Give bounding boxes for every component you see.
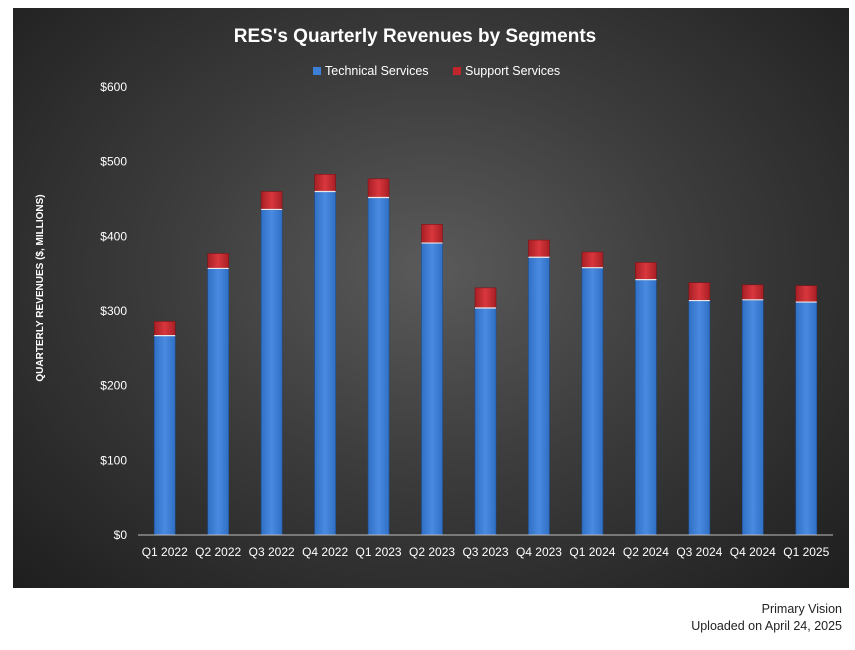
- x-tick-label: Q3 2023: [462, 545, 508, 559]
- chart-svg: RES's Quarterly Revenues by Segments Tec…: [35, 26, 833, 559]
- y-tick-label: $0: [114, 528, 128, 542]
- bar-technical-services: [207, 268, 229, 536]
- bar-technical-services: [314, 191, 336, 536]
- y-tick-label: $200: [100, 379, 127, 393]
- bar-support-services: [153, 321, 176, 336]
- bar-technical-services: [528, 256, 550, 536]
- y-tick-label: $600: [100, 80, 127, 94]
- x-axis: Q1 2022 Q2 2022 Q3 2022 Q4 2022 Q1 2023 Q2 20…: [142, 545, 830, 559]
- bar-support-services: [795, 285, 818, 303]
- y-tick-label: $100: [100, 453, 127, 467]
- bar-support-services: [207, 253, 229, 269]
- y-axis: $0 $100 $200 $300 $400 $500 $600: [100, 80, 127, 542]
- bar-support-services: [688, 282, 711, 301]
- chart-title: RES's Quarterly Revenues by Segments: [234, 26, 597, 47]
- y-tick-label: $300: [100, 304, 127, 318]
- bar-technical-services: [367, 197, 390, 536]
- bar-support-services: [742, 284, 764, 301]
- y-axis-label: QUARTERLY REVENUES ($, MILLIONS): [35, 194, 46, 381]
- x-tick-label: Q2 2022: [195, 545, 241, 559]
- x-tick-label: Q1 2023: [356, 545, 402, 559]
- legend-swatch-support: [453, 67, 461, 75]
- legend-label-technical: Technical Services: [325, 64, 429, 78]
- x-tick-label: Q1 2022: [142, 545, 188, 559]
- bar-technical-services: [635, 279, 657, 536]
- bar-technical-services: [795, 301, 818, 536]
- x-tick-label: Q3 2024: [676, 545, 722, 559]
- bar-support-services: [260, 191, 283, 210]
- bar-support-services: [581, 251, 604, 268]
- bar-support-services: [367, 178, 390, 198]
- bar-technical-services: [474, 307, 497, 536]
- legend: Technical Services Support Services: [313, 64, 560, 78]
- x-tick-label: Q1 2024: [569, 545, 615, 559]
- bar-technical-services: [153, 335, 176, 536]
- legend-swatch-technical: [313, 67, 321, 75]
- x-tick-label: Q4 2023: [516, 545, 562, 559]
- bar-support-services: [635, 262, 657, 280]
- footer-uploaded: Uploaded on April 24, 2025: [691, 619, 842, 633]
- chart-panel: RES's Quarterly Revenues by Segments Tec…: [13, 8, 849, 588]
- bar-technical-services: [742, 299, 764, 536]
- bar-support-services: [421, 224, 443, 244]
- y-tick-label: $500: [100, 155, 127, 169]
- bar-support-services: [474, 287, 497, 309]
- bar-technical-services: [581, 267, 604, 536]
- bar-technical-services: [688, 300, 711, 536]
- bars: [153, 174, 818, 536]
- bar-support-services: [528, 239, 550, 258]
- x-tick-label: Q1 2025: [783, 545, 829, 559]
- y-tick-label: $400: [100, 229, 127, 243]
- x-tick-label: Q3 2022: [249, 545, 295, 559]
- x-tick-label: Q4 2024: [730, 545, 776, 559]
- legend-label-support: Support Services: [465, 64, 560, 78]
- x-tick-label: Q4 2022: [302, 545, 348, 559]
- bar-technical-services: [421, 242, 443, 536]
- footer-source: Primary Vision: [761, 602, 842, 616]
- bar-technical-services: [260, 209, 283, 536]
- bar-support-services: [314, 174, 336, 192]
- x-tick-label: Q2 2023: [409, 545, 455, 559]
- x-tick-label: Q2 2024: [623, 545, 669, 559]
- footer: Primary Vision Uploaded on April 24, 202…: [691, 601, 842, 635]
